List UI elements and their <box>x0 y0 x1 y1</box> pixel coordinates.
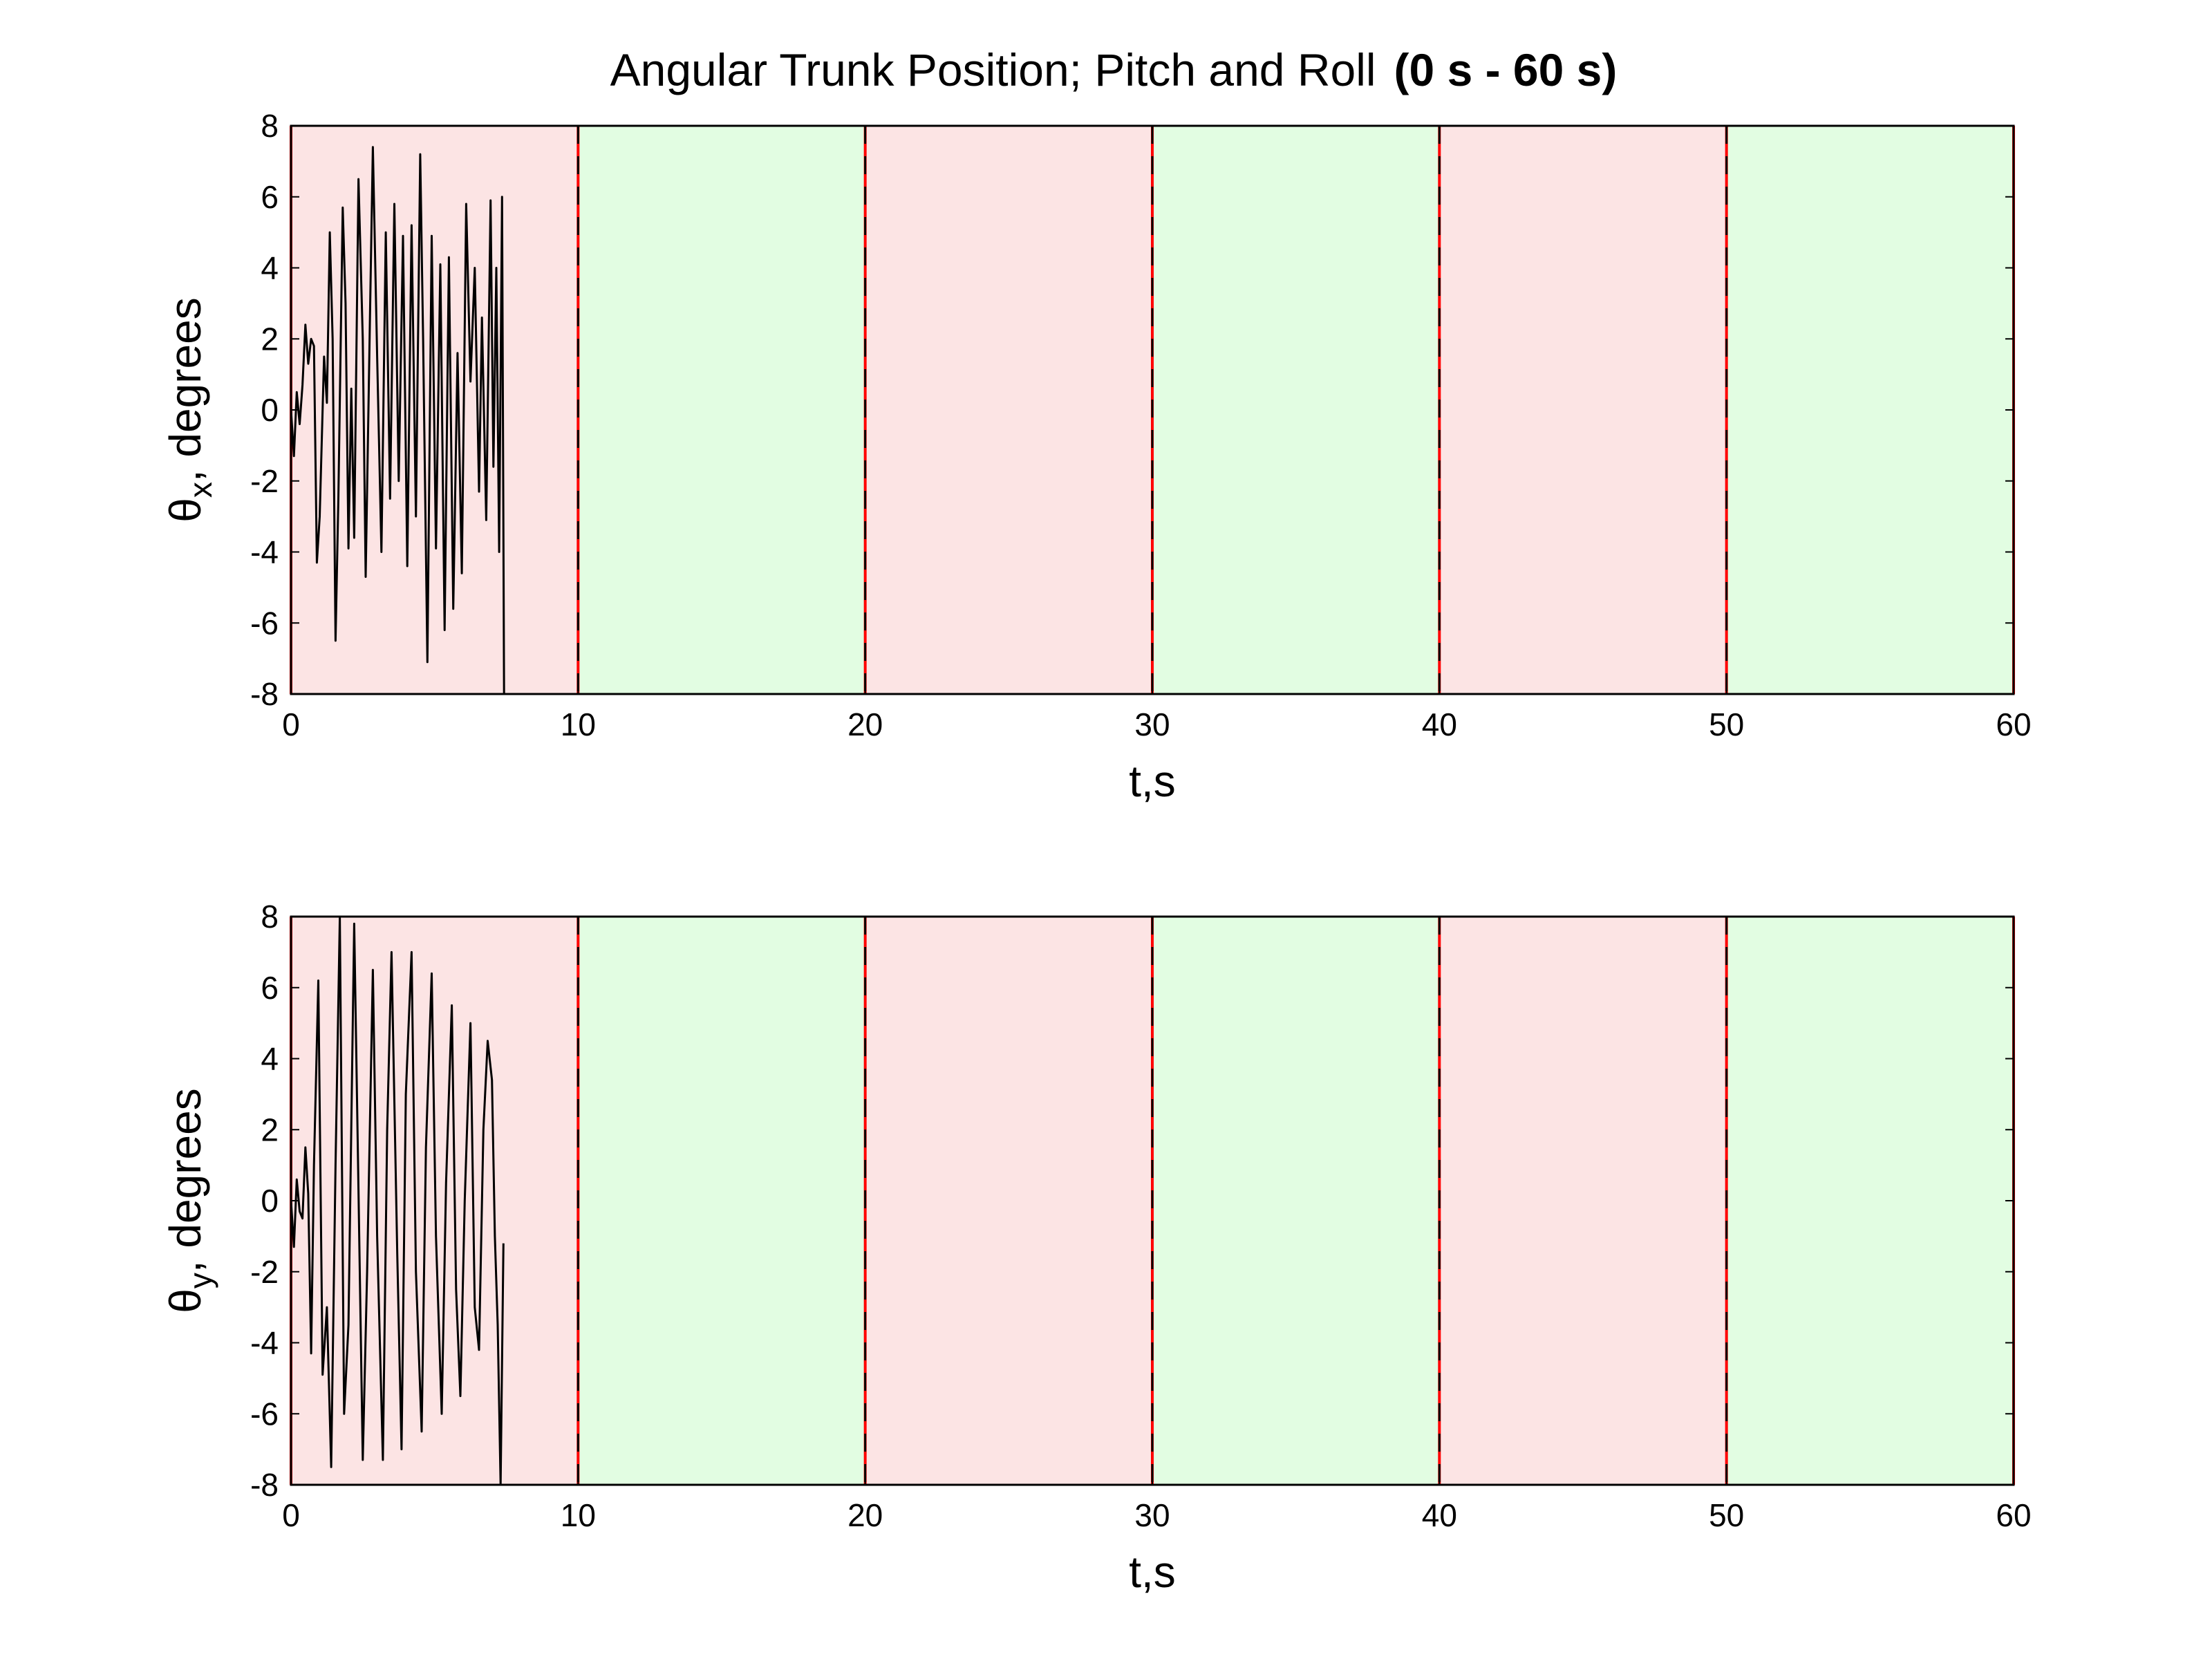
roll-y-label-unit: , degrees <box>160 1088 210 1273</box>
pitch-x-ticks: 0 10 20 30 40 50 60 <box>282 126 2032 742</box>
roll-y-tick-label-5: 2 <box>261 1112 279 1147</box>
pitch-y-tick-label-6: 4 <box>261 250 279 286</box>
pitch-x-tick-label-5: 50 <box>1709 706 1744 742</box>
roll-y-ticks: -8 -6 -4 -2 0 2 4 6 8 <box>250 899 2014 1503</box>
pitch-y-tick-label-7: 6 <box>261 179 279 215</box>
roll-y-tick-label-8: 8 <box>261 899 279 935</box>
roll-y-tick-label-4: 0 <box>261 1183 279 1219</box>
roll-band-5-green <box>1726 917 2014 1485</box>
pitch-y-tick-label-5: 2 <box>261 321 279 357</box>
pitch-y-tick-label-8: 8 <box>261 108 279 144</box>
roll-x-tick-label-3: 30 <box>1134 1497 1170 1533</box>
roll-trace-line <box>290 915 505 1486</box>
roll-y-label-symbol: θ <box>160 1288 210 1313</box>
roll-band-4-red <box>1439 917 1727 1485</box>
pitch-band-2-red <box>865 126 1152 694</box>
pitch-band-4-red <box>1439 126 1727 694</box>
pitch-y-label-unit: , degrees <box>160 297 210 482</box>
roll-y-tick-label-2: -4 <box>250 1325 279 1361</box>
roll-y-label-subscript: y <box>182 1273 218 1288</box>
pitch-y-tick-label-3: -2 <box>250 463 279 499</box>
roll-x-ticks: 0 10 20 30 40 50 60 <box>282 917 2032 1533</box>
roll-y-tick-label-7: 6 <box>261 970 279 1006</box>
pitch-x-tick-label-4: 40 <box>1422 706 1457 742</box>
figure-title-bold: (0 s - 60 s) <box>1394 44 1618 95</box>
pitch-band-1-green <box>578 126 865 694</box>
roll-y-axis-label: θy, degrees <box>160 1088 218 1313</box>
roll-phase-bands <box>291 917 2014 1485</box>
roll-x-tick-label-4: 40 <box>1422 1497 1457 1533</box>
pitch-x-tick-label-1: 10 <box>561 706 596 742</box>
roll-y-tick-label-0: -8 <box>250 1467 279 1503</box>
pitch-y-axis-label: θx, degrees <box>160 297 218 522</box>
figure-title: Angular Trunk Position; Pitch and Roll (0… <box>610 44 1618 95</box>
roll-x-tick-label-1: 10 <box>561 1497 596 1533</box>
pitch-y-tick-label-2: -4 <box>250 534 279 570</box>
pitch-trace-line <box>290 146 505 695</box>
pitch-y-label-subscript: x <box>182 482 218 498</box>
roll-x-tick-label-2: 20 <box>847 1497 883 1533</box>
pitch-y-label-symbol: θ <box>160 498 210 523</box>
pitch-band-5-green <box>1726 126 2014 694</box>
roll-x-tick-label-6: 60 <box>1996 1497 2031 1533</box>
pitch-band-3-green <box>1152 126 1440 694</box>
pitch-y-tick-label-1: -6 <box>250 605 279 641</box>
pitch-x-tick-label-2: 20 <box>847 706 883 742</box>
roll-y-tick-label-3: -2 <box>250 1254 279 1290</box>
roll-y-tick-label-1: -6 <box>250 1396 279 1432</box>
roll-x-axis-label: t,s <box>1129 1547 1176 1597</box>
pitch-x-tick-label-3: 30 <box>1134 706 1170 742</box>
figure-title-main: Angular Trunk Position; Pitch and Roll <box>610 44 1376 95</box>
pitch-x-tick-label-6: 60 <box>1996 706 2031 742</box>
pitch-x-axis-label: t,s <box>1129 756 1176 806</box>
pitch-phase-bands <box>291 126 2014 694</box>
roll-band-2-red <box>865 917 1152 1485</box>
pitch-y-tick-label-0: -8 <box>250 676 279 712</box>
roll-subplot: 0 10 20 30 40 50 60 -8 -6 -4 -2 0 2 4 6 8 t,s θy, degr… <box>160 899 2032 1597</box>
roll-x-tick-label-0: 0 <box>282 1497 300 1533</box>
pitch-y-ticks: -8 -6 -4 -2 0 2 4 6 8 <box>250 108 2014 712</box>
roll-x-tick-label-5: 50 <box>1709 1497 1744 1533</box>
roll-band-1-green <box>578 917 865 1485</box>
pitch-x-tick-label-0: 0 <box>282 706 300 742</box>
pitch-y-tick-label-4: 0 <box>261 392 279 428</box>
roll-y-tick-label-6: 4 <box>261 1041 279 1077</box>
roll-band-3-green <box>1152 917 1440 1485</box>
pitch-subplot: 0 10 20 30 40 50 60 -8 -6 -4 -2 0 2 4 6 8 t,s θx, degr… <box>160 108 2032 806</box>
